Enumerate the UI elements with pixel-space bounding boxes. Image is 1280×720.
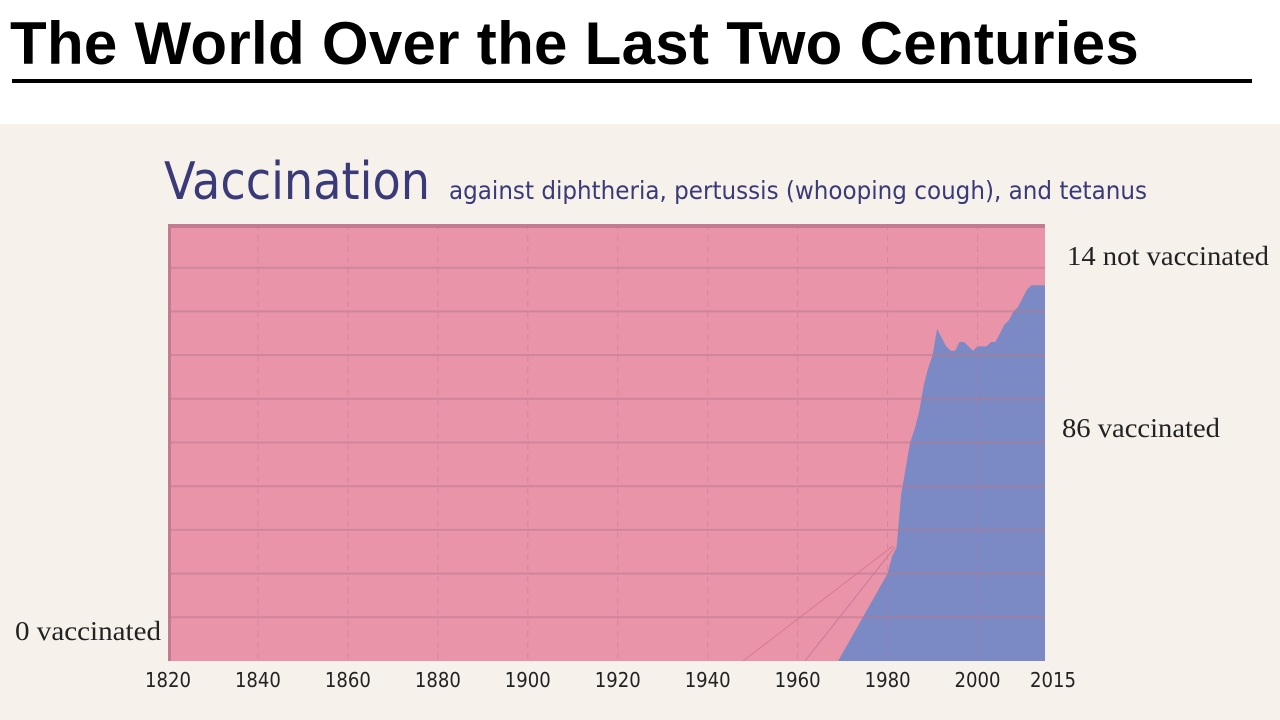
x-tick-label-2015: 2015 [1030, 668, 1076, 692]
plot-top-border [168, 224, 1045, 228]
annotation-not-vaccinated: 14 not vaccinated [1067, 241, 1270, 271]
x-tick-label-1940: 1940 [685, 668, 731, 692]
horizontal-gridlines [168, 266, 1045, 619]
x-tick-label-1900: 1900 [505, 668, 551, 692]
x-tick-label-1980: 1980 [865, 668, 911, 692]
x-tick-label-1840: 1840 [235, 668, 281, 692]
vaccinated-area [168, 285, 1045, 661]
thin-trend-line-1 [742, 545, 894, 662]
x-tick-label-1920: 1920 [595, 668, 641, 692]
x-tick-label-1860: 1860 [325, 668, 371, 692]
thin-trend-line-2 [804, 546, 896, 662]
annotation-vaccinated: 86 vaccinated [1062, 413, 1221, 443]
title-underline [12, 79, 1252, 83]
chart-title: Vaccination [164, 152, 430, 212]
chart-subtitle: against diphtheria, pertussis (whooping … [449, 176, 1147, 205]
x-tick-label-1820: 1820 [145, 668, 191, 692]
x-tick-label-1880: 1880 [415, 668, 461, 692]
x-tick-label-2000: 2000 [955, 668, 1001, 692]
annotation-zero-vaccinated: 0 vaccinated [15, 616, 162, 646]
plot-left-border [168, 224, 171, 661]
x-axis-ticks: 1820 1840 1860 1880 1900 1920 1940 1960 1980 2000… [145, 668, 1076, 692]
x-tick-label-1960: 1960 [775, 668, 821, 692]
slide-title: The World Over the Last Two Centuries [10, 10, 1140, 77]
vertical-gridlines [257, 224, 979, 661]
